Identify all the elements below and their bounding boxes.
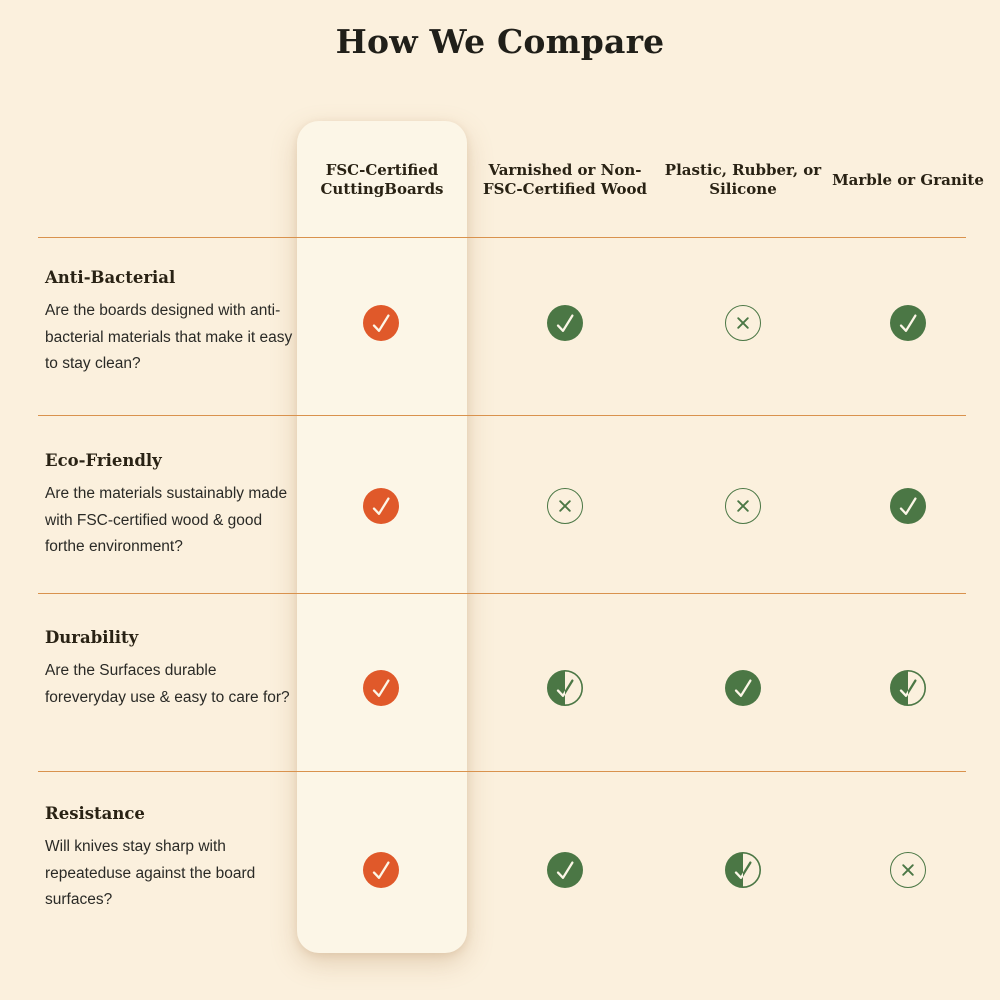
row-divider <box>38 415 966 416</box>
table-row-label: Resistance Will knives stay sharp with r… <box>45 804 297 914</box>
table-row-label: Durability Are the Surfaces durable fore… <box>45 628 297 711</box>
row-description: Are the materials sustainably made with … <box>45 485 288 555</box>
row-title: Eco-Friendly <box>45 451 162 470</box>
check-circle-icon <box>547 852 583 888</box>
check-circle-icon <box>363 852 399 888</box>
x-circle-icon <box>725 488 761 524</box>
x-circle-icon <box>547 488 583 524</box>
row-divider <box>38 593 966 594</box>
row-title: Anti-Bacterial <box>45 268 176 287</box>
x-circle-icon <box>890 852 926 888</box>
column-header-fsc-certified: FSC-Certified CuttingBoards <box>320 161 444 198</box>
column-header-plastic-rubber-silicone: Plastic, Rubber, or Silicone <box>664 161 822 198</box>
row-divider <box>38 237 966 238</box>
check-circle-icon <box>547 305 583 341</box>
row-title: Durability <box>45 628 139 647</box>
row-description: Are the Surfaces durable foreveryday use… <box>45 662 290 706</box>
table-row-label: Eco-Friendly Are the materials sustainab… <box>45 451 297 561</box>
x-circle-icon <box>725 305 761 341</box>
check-circle-icon <box>363 305 399 341</box>
check-circle-icon <box>725 670 761 706</box>
column-header-varnished-wood: Varnished or Non-FSC-Certified Wood <box>483 161 647 198</box>
column-header-marble-granite: Marble or Granite <box>832 170 984 189</box>
half-check-circle-icon <box>725 852 761 888</box>
check-circle-icon <box>890 305 926 341</box>
table-row-label: Anti-Bacterial Are the boards designed w… <box>45 268 297 378</box>
check-circle-icon <box>890 488 926 524</box>
highlight-card <box>297 121 467 953</box>
half-check-circle-icon <box>890 670 926 706</box>
check-circle-icon <box>363 488 399 524</box>
page-title: How We Compare <box>335 22 665 61</box>
row-title: Resistance <box>45 804 145 823</box>
check-circle-icon <box>363 670 399 706</box>
row-description: Will knives stay sharp with repeateduse … <box>45 838 256 908</box>
row-divider <box>38 771 966 772</box>
row-description: Are the boards designed with anti-bacter… <box>45 302 293 372</box>
half-check-circle-icon <box>547 670 583 706</box>
